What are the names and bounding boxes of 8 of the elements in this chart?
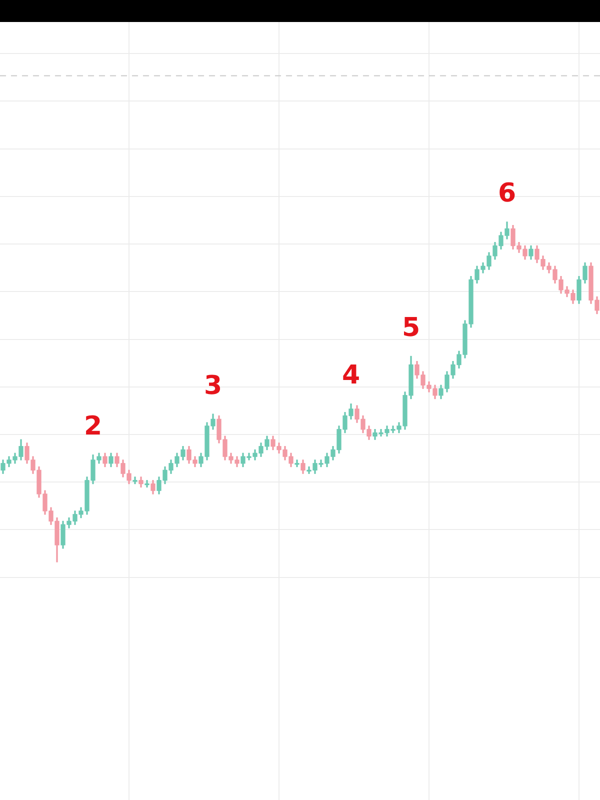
annotation: 4 <box>342 360 360 391</box>
candlestick <box>294 460 300 468</box>
annotation: 6 <box>498 178 516 209</box>
annotation: 3 <box>204 370 222 401</box>
candlestick <box>144 480 150 488</box>
annotation: 2 <box>84 412 102 442</box>
candlestick <box>132 476 138 484</box>
annotation: 5 <box>402 313 420 344</box>
